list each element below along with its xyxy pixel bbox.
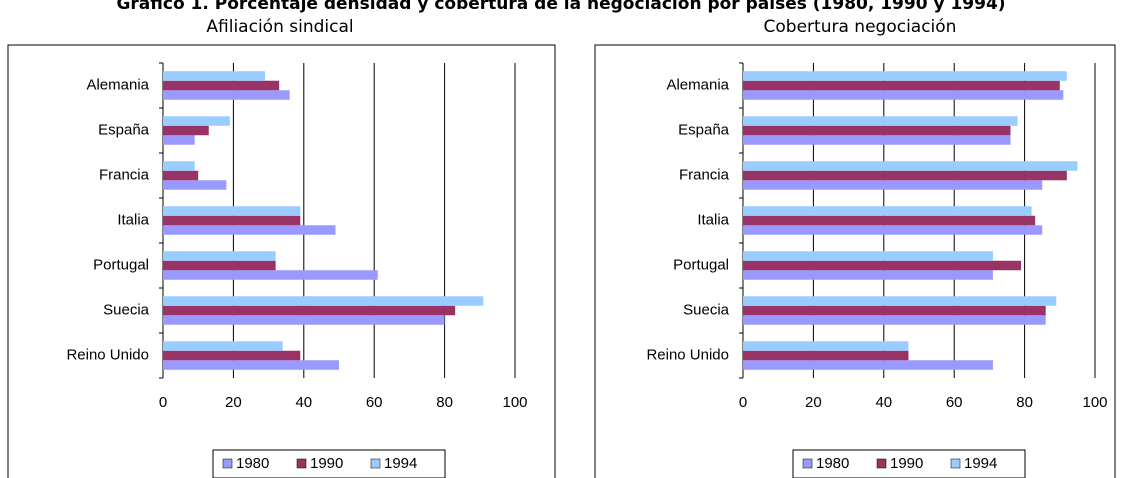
y-tick-label: Italia xyxy=(697,211,729,228)
bar xyxy=(163,125,209,136)
y-tick-label: Portugal xyxy=(93,256,149,273)
x-tick-label: 40 xyxy=(875,394,892,411)
bar xyxy=(163,305,456,316)
bar xyxy=(163,161,195,171)
x-tick-label: 80 xyxy=(1016,394,1033,411)
bar xyxy=(163,225,336,235)
legend-frame xyxy=(792,449,1026,478)
bar xyxy=(163,135,195,145)
bar xyxy=(163,270,378,280)
legend-label: 1990 xyxy=(310,455,343,472)
y-tick-label: Alemania xyxy=(86,76,149,93)
legend-label: 1990 xyxy=(890,455,923,472)
legend-label: 1994 xyxy=(384,455,417,472)
legend-swatch xyxy=(222,458,233,469)
x-tick-label: 80 xyxy=(436,394,453,411)
legend-swatch xyxy=(950,458,961,469)
bar xyxy=(743,296,1057,306)
bar xyxy=(743,206,1032,216)
bar xyxy=(163,215,301,226)
bar xyxy=(743,180,1043,190)
panel-frame xyxy=(594,44,1116,478)
bar xyxy=(743,350,909,361)
panel-frame xyxy=(7,44,556,478)
bar xyxy=(743,215,1036,226)
bar xyxy=(743,161,1078,171)
y-tick-label: Suecia xyxy=(683,301,730,318)
bar xyxy=(743,260,1022,271)
bar xyxy=(163,260,276,271)
x-tick-label: 0 xyxy=(159,394,167,411)
x-tick-label: 20 xyxy=(225,394,242,411)
x-tick-label: 20 xyxy=(805,394,822,411)
bar xyxy=(163,360,339,370)
chart-title: Afiliación sindical xyxy=(206,17,353,37)
bar xyxy=(743,305,1046,316)
legend-label: 1980 xyxy=(816,455,849,472)
chart-title: Cobertura negociación xyxy=(764,17,957,37)
bar xyxy=(163,180,227,190)
legend-swatch xyxy=(296,458,307,469)
y-tick-label: Francia xyxy=(679,166,730,183)
page-title: Gráfico 1. Porcentaje densidad y cobertu… xyxy=(116,0,1005,14)
y-tick-label: Reino Unido xyxy=(66,346,149,363)
bar xyxy=(743,270,993,280)
bar xyxy=(743,225,1043,235)
bar xyxy=(743,341,909,351)
bar xyxy=(163,251,276,261)
legend-label: 1980 xyxy=(236,455,269,472)
bar xyxy=(743,71,1067,81)
y-tick-label: Alemania xyxy=(666,76,729,93)
bar xyxy=(163,116,230,126)
x-tick-label: 40 xyxy=(295,394,312,411)
bar xyxy=(743,125,1011,136)
bar xyxy=(743,116,1018,126)
bar xyxy=(743,170,1067,181)
y-tick-label: Suecia xyxy=(103,301,150,318)
x-tick-label: 60 xyxy=(366,394,383,411)
legend-label: 1994 xyxy=(964,455,997,472)
y-tick-label: Reino Unido xyxy=(646,346,729,363)
bar xyxy=(163,350,301,361)
bar xyxy=(163,170,199,181)
y-tick-label: Italia xyxy=(117,211,149,228)
bar xyxy=(743,135,1011,145)
bar xyxy=(163,71,266,81)
bar xyxy=(163,341,283,351)
legend-swatch xyxy=(802,458,813,469)
bar xyxy=(163,206,301,216)
y-tick-label: España xyxy=(678,121,730,138)
bar xyxy=(163,90,290,100)
legend-swatch xyxy=(370,458,381,469)
bar xyxy=(743,360,993,370)
bar xyxy=(743,90,1064,100)
bar xyxy=(743,80,1060,91)
x-tick-label: 60 xyxy=(946,394,963,411)
legend-swatch xyxy=(876,458,887,469)
y-tick-label: Portugal xyxy=(673,256,729,273)
bar xyxy=(743,315,1046,325)
x-tick-label: 0 xyxy=(739,394,747,411)
legend-frame xyxy=(212,449,446,478)
bar xyxy=(743,251,993,261)
y-tick-label: Francia xyxy=(99,166,150,183)
bar xyxy=(163,80,280,91)
x-tick-label: 100 xyxy=(502,394,527,411)
y-tick-label: España xyxy=(98,121,150,138)
bar xyxy=(163,296,484,306)
x-tick-label: 100 xyxy=(1082,394,1107,411)
bar xyxy=(163,315,445,325)
